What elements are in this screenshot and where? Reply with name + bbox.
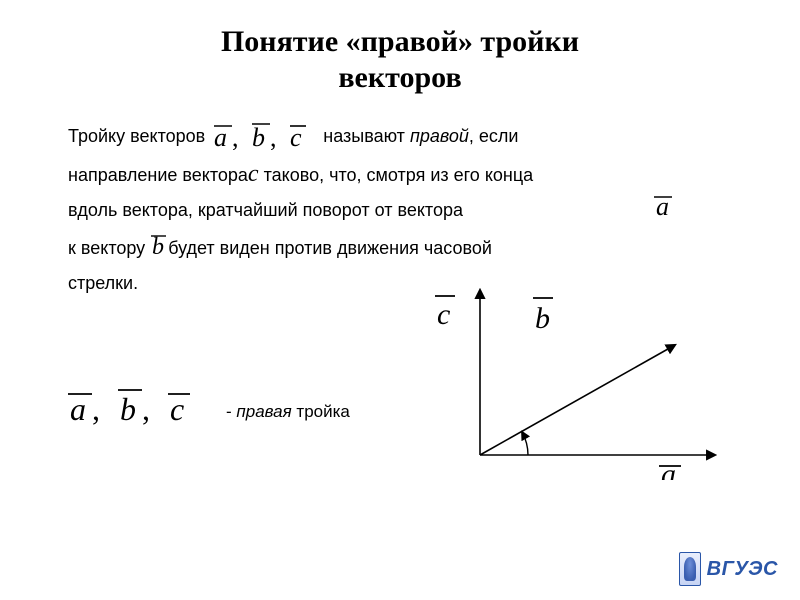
p4b: будет виден против движения часовой: [168, 238, 492, 258]
p4a: к вектору: [68, 238, 150, 258]
inline-c: c: [248, 161, 259, 187]
svg-text:b: b: [535, 302, 550, 335]
p2a: направление вектора: [68, 165, 248, 185]
svg-text:c: c: [437, 298, 450, 331]
comma-1: ,: [232, 123, 239, 150]
logo-text: ВГУЭС: [707, 558, 778, 581]
caption-word: правая: [236, 402, 291, 421]
svg-text:a: a: [656, 192, 669, 219]
svg-text:,: ,: [92, 391, 100, 427]
p1d: , если: [469, 126, 519, 146]
svg-text:c: c: [170, 391, 184, 427]
para-line-2: направление вектораc таково, что, смотря…: [68, 153, 738, 195]
svg-text:,: ,: [142, 391, 150, 427]
p1a: Тройку векторов: [68, 126, 205, 146]
logo: ВГУЭС: [679, 552, 778, 586]
vec-b-glyph: b: [252, 123, 265, 150]
title-line1: Понятие «правой» тройки: [221, 25, 579, 58]
caption-dash: -: [226, 402, 236, 421]
caption-rest: тройка: [292, 402, 350, 421]
vec-a-glyph: a: [214, 123, 227, 150]
p2b: таково, что, смотря из его конца: [259, 165, 534, 185]
triple-caption: - правая тройка: [226, 402, 350, 422]
svg-text:a: a: [661, 458, 676, 480]
slide-title: Понятие «правой» тройки векторов: [0, 0, 800, 96]
p3a: вдоль вектора, кратчайший поворот от век…: [68, 200, 463, 220]
triple-abc-standalone: a , b , c: [64, 384, 224, 433]
svg-text:b: b: [120, 391, 136, 427]
title-line2: векторов: [338, 61, 461, 94]
vec-c-glyph: c: [290, 123, 302, 150]
logo-figure-icon: [679, 552, 701, 586]
p1c: правой: [410, 126, 469, 146]
para-line-4: к вектору bбудет виден против движения ч…: [68, 226, 738, 268]
svg-text:b: b: [152, 234, 164, 258]
inline-b: b: [150, 234, 168, 260]
para-line-1: Тройку векторов a , b , c называют право…: [68, 120, 738, 153]
p1b: называют: [323, 126, 410, 146]
definition-paragraph: Тройку векторов a , b , c называют право…: [68, 120, 738, 300]
inline-vectors-abc: a , b , c: [210, 120, 318, 150]
vector-diagram: c b a: [395, 280, 725, 480]
para-line-3: вдоль вектора, кратчайший поворот от век…: [68, 195, 738, 227]
comma-2: ,: [270, 123, 277, 150]
svg-text:a: a: [70, 391, 86, 427]
inline-vec-a-right: a: [652, 191, 678, 219]
p5a: стрелки.: [68, 273, 138, 293]
